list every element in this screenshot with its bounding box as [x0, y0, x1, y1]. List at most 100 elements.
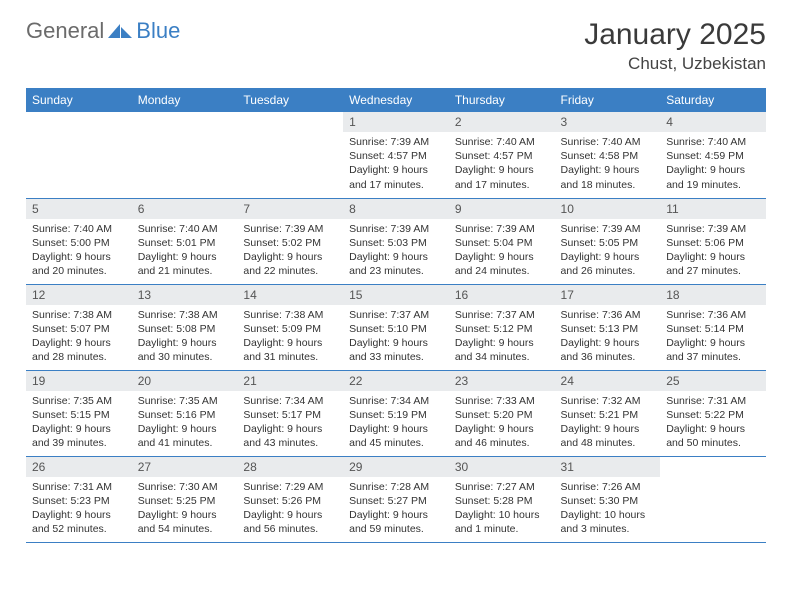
calendar-cell: 31Sunrise: 7:26 AMSunset: 5:30 PMDayligh… — [555, 456, 661, 542]
day-number: 28 — [237, 457, 343, 477]
calendar-cell: 16Sunrise: 7:37 AMSunset: 5:12 PMDayligh… — [449, 284, 555, 370]
day-number: 21 — [237, 371, 343, 391]
day-details: Sunrise: 7:31 AMSunset: 5:23 PMDaylight:… — [26, 477, 132, 541]
day-number: 15 — [343, 285, 449, 305]
day-details: Sunrise: 7:35 AMSunset: 5:16 PMDaylight:… — [132, 391, 238, 455]
calendar-row: 5Sunrise: 7:40 AMSunset: 5:00 PMDaylight… — [26, 198, 766, 284]
location: Chust, Uzbekistan — [584, 54, 766, 74]
weekday-header: Tuesday — [237, 88, 343, 112]
header: General Blue January 2025 Chust, Uzbekis… — [26, 18, 766, 74]
day-details: Sunrise: 7:40 AMSunset: 4:58 PMDaylight:… — [555, 132, 661, 196]
calendar-row: 19Sunrise: 7:35 AMSunset: 5:15 PMDayligh… — [26, 370, 766, 456]
day-number: 13 — [132, 285, 238, 305]
calendar-cell: 4Sunrise: 7:40 AMSunset: 4:59 PMDaylight… — [660, 112, 766, 198]
calendar-cell: 27Sunrise: 7:30 AMSunset: 5:25 PMDayligh… — [132, 456, 238, 542]
calendar-cell: 5Sunrise: 7:40 AMSunset: 5:00 PMDaylight… — [26, 198, 132, 284]
logo: General Blue — [26, 18, 180, 44]
day-number: 16 — [449, 285, 555, 305]
day-details: Sunrise: 7:39 AMSunset: 5:03 PMDaylight:… — [343, 219, 449, 283]
weekday-header: Friday — [555, 88, 661, 112]
calendar-head: SundayMondayTuesdayWednesdayThursdayFrid… — [26, 88, 766, 112]
day-details: Sunrise: 7:29 AMSunset: 5:26 PMDaylight:… — [237, 477, 343, 541]
month-title: January 2025 — [584, 18, 766, 52]
calendar-cell: 20Sunrise: 7:35 AMSunset: 5:16 PMDayligh… — [132, 370, 238, 456]
day-details: Sunrise: 7:40 AMSunset: 4:57 PMDaylight:… — [449, 132, 555, 196]
day-details: Sunrise: 7:39 AMSunset: 5:04 PMDaylight:… — [449, 219, 555, 283]
day-number: 6 — [132, 199, 238, 219]
weekday-header: Wednesday — [343, 88, 449, 112]
calendar-row: ......1Sunrise: 7:39 AMSunset: 4:57 PMDa… — [26, 112, 766, 198]
logo-sail-icon — [106, 22, 134, 40]
day-details: Sunrise: 7:26 AMSunset: 5:30 PMDaylight:… — [555, 477, 661, 541]
day-number: 29 — [343, 457, 449, 477]
calendar-cell: 23Sunrise: 7:33 AMSunset: 5:20 PMDayligh… — [449, 370, 555, 456]
day-number: 2 — [449, 112, 555, 132]
weekday-header: Thursday — [449, 88, 555, 112]
day-number: 20 — [132, 371, 238, 391]
calendar-cell: 7Sunrise: 7:39 AMSunset: 5:02 PMDaylight… — [237, 198, 343, 284]
calendar-cell: 24Sunrise: 7:32 AMSunset: 5:21 PMDayligh… — [555, 370, 661, 456]
day-details: Sunrise: 7:32 AMSunset: 5:21 PMDaylight:… — [555, 391, 661, 455]
day-number: 5 — [26, 199, 132, 219]
calendar-cell: 9Sunrise: 7:39 AMSunset: 5:04 PMDaylight… — [449, 198, 555, 284]
day-number: 18 — [660, 285, 766, 305]
day-details: Sunrise: 7:38 AMSunset: 5:08 PMDaylight:… — [132, 305, 238, 369]
day-details: Sunrise: 7:39 AMSunset: 5:02 PMDaylight:… — [237, 219, 343, 283]
day-details: Sunrise: 7:40 AMSunset: 5:00 PMDaylight:… — [26, 219, 132, 283]
day-details: Sunrise: 7:36 AMSunset: 5:14 PMDaylight:… — [660, 305, 766, 369]
calendar-cell: 6Sunrise: 7:40 AMSunset: 5:01 PMDaylight… — [132, 198, 238, 284]
calendar-cell: 3Sunrise: 7:40 AMSunset: 4:58 PMDaylight… — [555, 112, 661, 198]
logo-text-general: General — [26, 18, 104, 44]
calendar-cell: 2Sunrise: 7:40 AMSunset: 4:57 PMDaylight… — [449, 112, 555, 198]
calendar-table: SundayMondayTuesdayWednesdayThursdayFrid… — [26, 88, 766, 543]
day-number: 17 — [555, 285, 661, 305]
day-details: Sunrise: 7:40 AMSunset: 4:59 PMDaylight:… — [660, 132, 766, 196]
day-details: Sunrise: 7:39 AMSunset: 5:05 PMDaylight:… — [555, 219, 661, 283]
calendar-cell: .. — [26, 112, 132, 198]
calendar-cell: 1Sunrise: 7:39 AMSunset: 4:57 PMDaylight… — [343, 112, 449, 198]
day-details: Sunrise: 7:35 AMSunset: 5:15 PMDaylight:… — [26, 391, 132, 455]
day-details: Sunrise: 7:33 AMSunset: 5:20 PMDaylight:… — [449, 391, 555, 455]
calendar-cell: 26Sunrise: 7:31 AMSunset: 5:23 PMDayligh… — [26, 456, 132, 542]
day-number: 24 — [555, 371, 661, 391]
day-number: 23 — [449, 371, 555, 391]
day-number: 30 — [449, 457, 555, 477]
calendar-cell: .. — [660, 456, 766, 542]
calendar-body: ......1Sunrise: 7:39 AMSunset: 4:57 PMDa… — [26, 112, 766, 542]
calendar-row: 12Sunrise: 7:38 AMSunset: 5:07 PMDayligh… — [26, 284, 766, 370]
day-number: 19 — [26, 371, 132, 391]
day-number: 26 — [26, 457, 132, 477]
day-number: 12 — [26, 285, 132, 305]
day-number: 27 — [132, 457, 238, 477]
day-details: Sunrise: 7:36 AMSunset: 5:13 PMDaylight:… — [555, 305, 661, 369]
day-details: Sunrise: 7:34 AMSunset: 5:19 PMDaylight:… — [343, 391, 449, 455]
day-details: Sunrise: 7:37 AMSunset: 5:10 PMDaylight:… — [343, 305, 449, 369]
day-number: 11 — [660, 199, 766, 219]
day-details: Sunrise: 7:39 AMSunset: 4:57 PMDaylight:… — [343, 132, 449, 196]
logo-text-blue: Blue — [136, 18, 180, 44]
calendar-cell: 30Sunrise: 7:27 AMSunset: 5:28 PMDayligh… — [449, 456, 555, 542]
calendar-cell: 10Sunrise: 7:39 AMSunset: 5:05 PMDayligh… — [555, 198, 661, 284]
day-number: 1 — [343, 112, 449, 132]
day-number: 9 — [449, 199, 555, 219]
calendar-cell: 11Sunrise: 7:39 AMSunset: 5:06 PMDayligh… — [660, 198, 766, 284]
calendar-cell: 17Sunrise: 7:36 AMSunset: 5:13 PMDayligh… — [555, 284, 661, 370]
day-number: 4 — [660, 112, 766, 132]
weekday-header: Monday — [132, 88, 238, 112]
day-details: Sunrise: 7:34 AMSunset: 5:17 PMDaylight:… — [237, 391, 343, 455]
day-number: 7 — [237, 199, 343, 219]
calendar-cell: 13Sunrise: 7:38 AMSunset: 5:08 PMDayligh… — [132, 284, 238, 370]
day-details: Sunrise: 7:27 AMSunset: 5:28 PMDaylight:… — [449, 477, 555, 541]
weekday-header: Saturday — [660, 88, 766, 112]
calendar-cell: .. — [237, 112, 343, 198]
calendar-cell: .. — [132, 112, 238, 198]
day-details: Sunrise: 7:28 AMSunset: 5:27 PMDaylight:… — [343, 477, 449, 541]
calendar-cell: 14Sunrise: 7:38 AMSunset: 5:09 PMDayligh… — [237, 284, 343, 370]
calendar-cell: 21Sunrise: 7:34 AMSunset: 5:17 PMDayligh… — [237, 370, 343, 456]
day-details: Sunrise: 7:38 AMSunset: 5:09 PMDaylight:… — [237, 305, 343, 369]
day-details: Sunrise: 7:38 AMSunset: 5:07 PMDaylight:… — [26, 305, 132, 369]
day-details: Sunrise: 7:30 AMSunset: 5:25 PMDaylight:… — [132, 477, 238, 541]
calendar-cell: 25Sunrise: 7:31 AMSunset: 5:22 PMDayligh… — [660, 370, 766, 456]
day-details: Sunrise: 7:40 AMSunset: 5:01 PMDaylight:… — [132, 219, 238, 283]
day-number: 8 — [343, 199, 449, 219]
